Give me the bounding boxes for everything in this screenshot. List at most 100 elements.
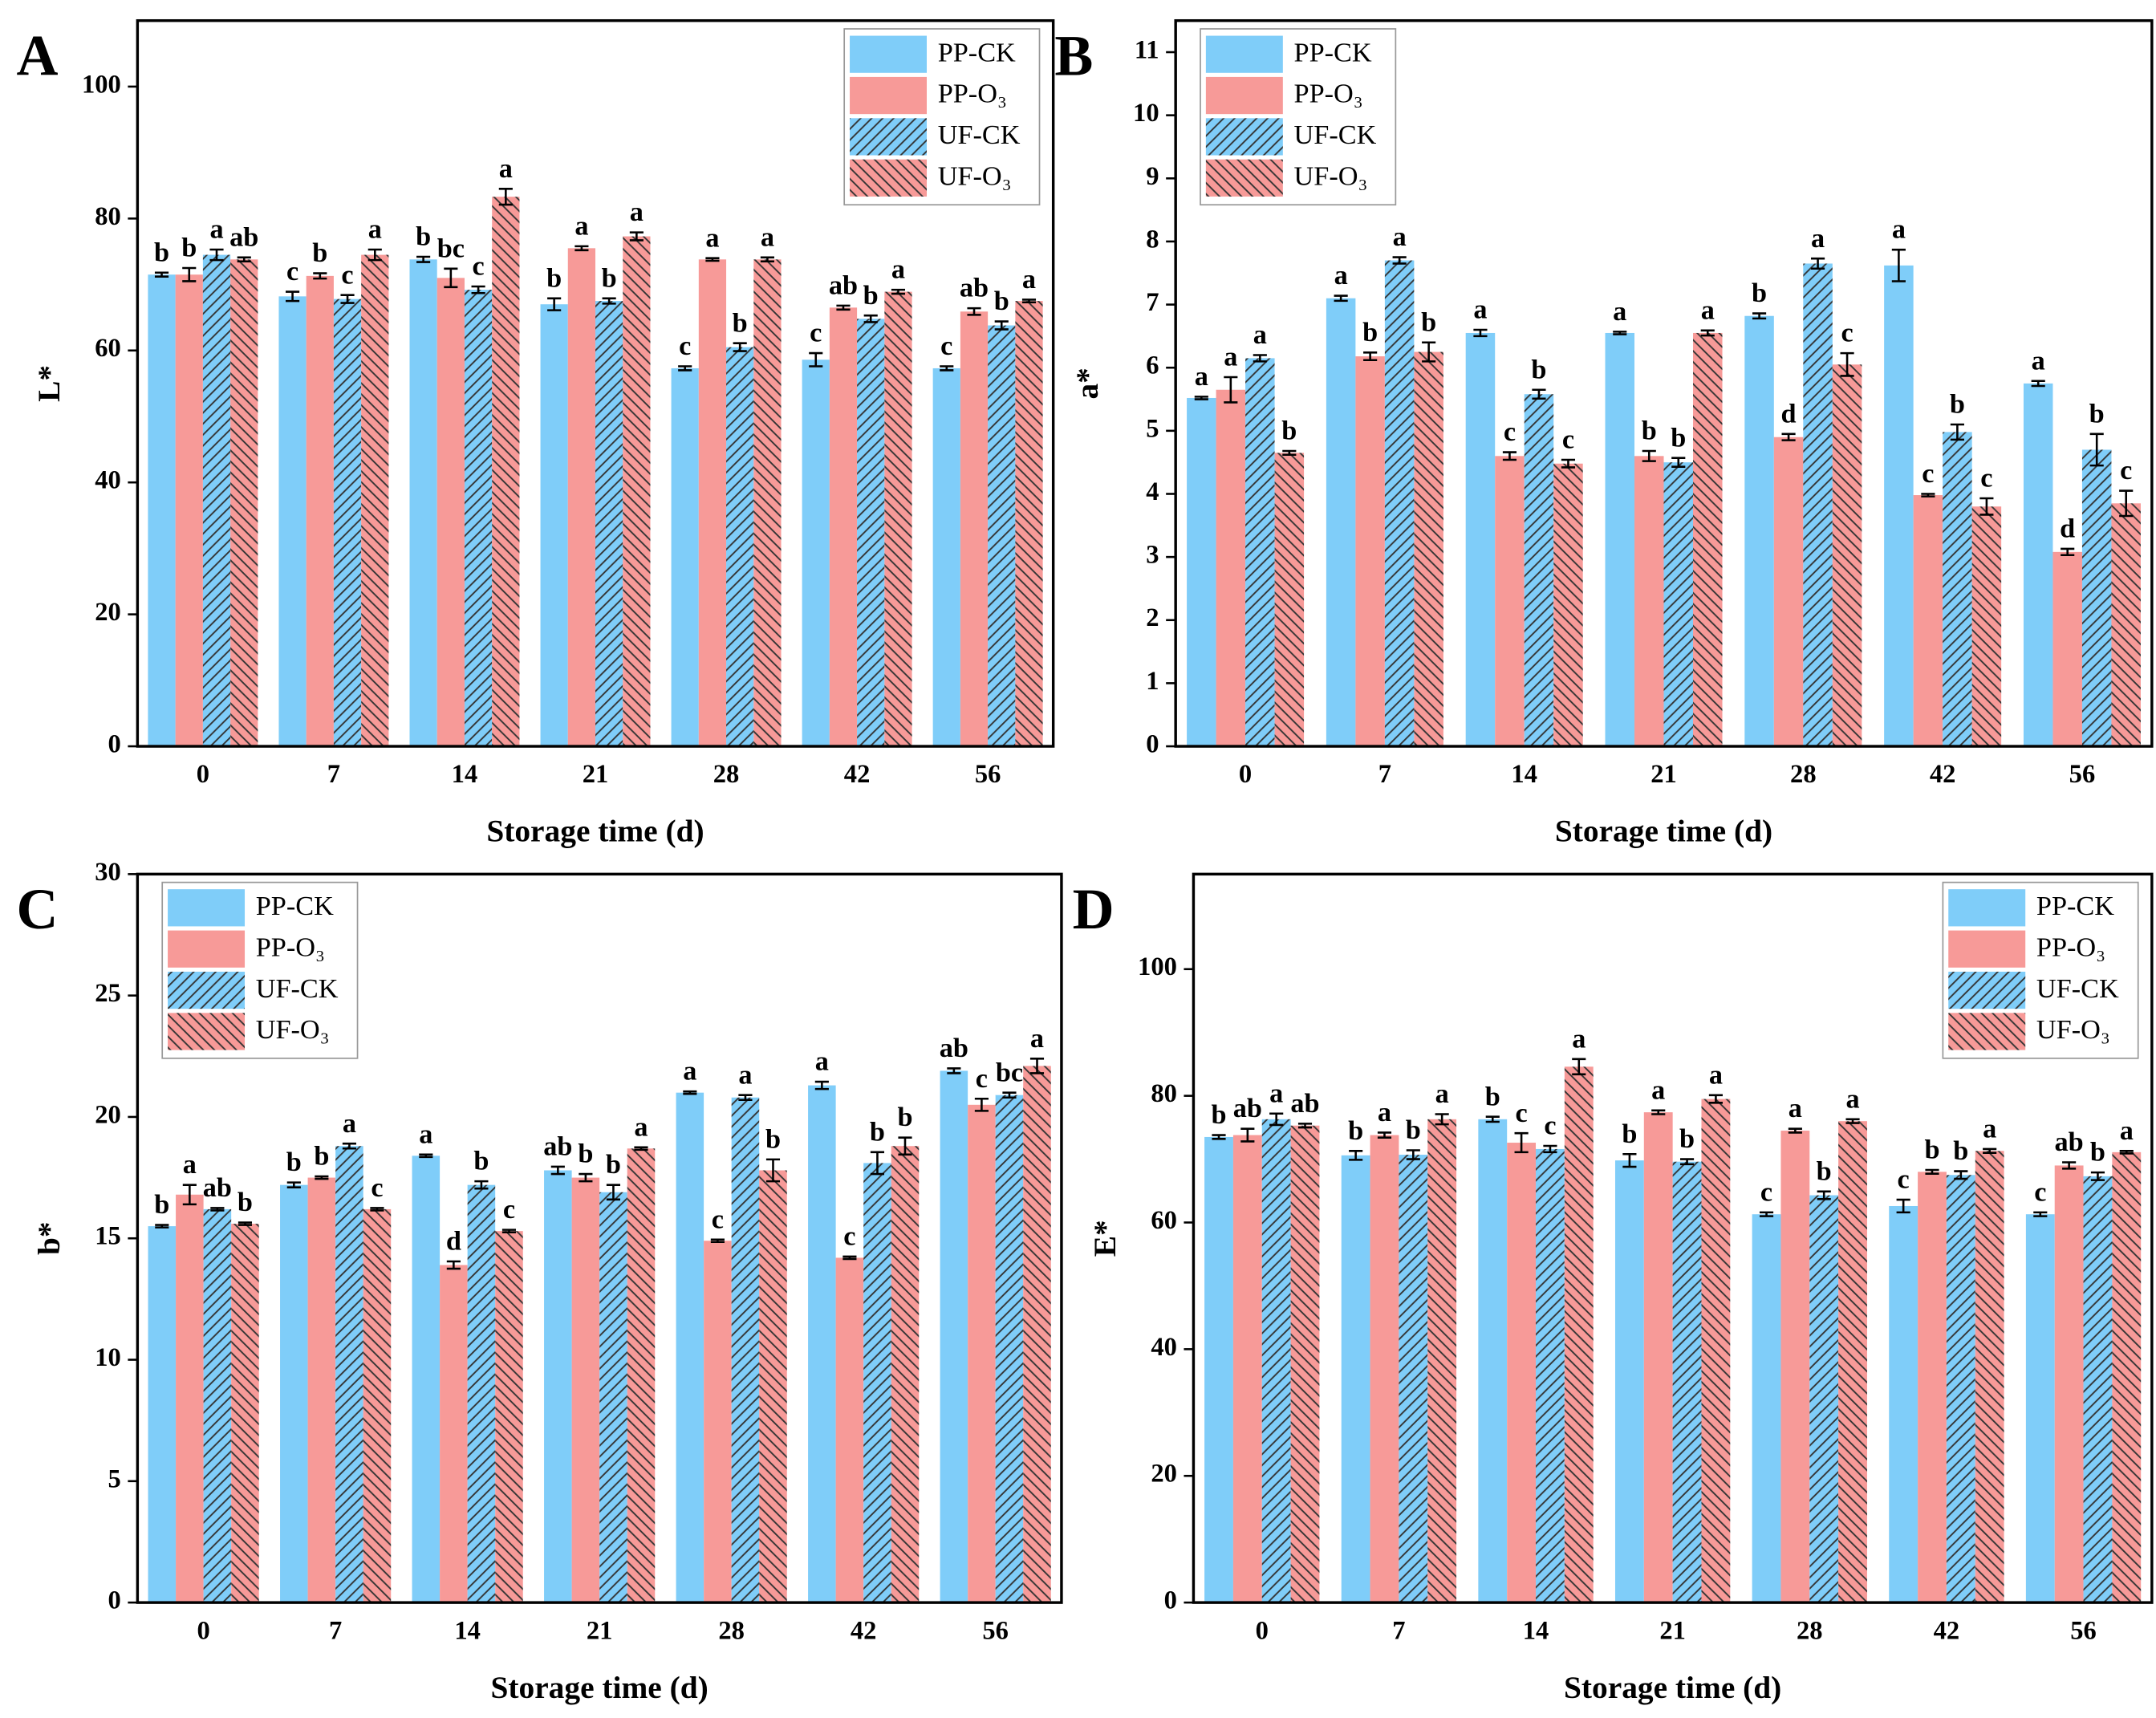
significance-label: ab (2055, 1127, 2084, 1157)
error-bar (1622, 1152, 1637, 1168)
legend-label: UF-CK (2036, 973, 2119, 1004)
significance-label: a (368, 214, 382, 245)
significance-label: a (1983, 1114, 1996, 1144)
bar (857, 319, 885, 747)
y-tick-label: 0 (108, 1586, 121, 1615)
y-tick-label: 20 (95, 598, 121, 627)
error-bar (1817, 1190, 1831, 1200)
error-bar (286, 1181, 301, 1188)
error-bar (313, 272, 327, 280)
significance-label: a (683, 1056, 696, 1086)
significance-label: a (1613, 296, 1626, 327)
bar (412, 1155, 441, 1603)
significance-label: a (1845, 1083, 1859, 1114)
error-bar (2090, 1171, 2105, 1181)
bar (1809, 1195, 1839, 1603)
x-tick-label: 14 (452, 760, 478, 789)
error-bar (342, 1142, 356, 1150)
error-bar (1543, 1144, 1557, 1154)
x-tick-label: 56 (2069, 760, 2096, 789)
y-tick-label: 1 (1146, 667, 1159, 696)
error-bar (1954, 1170, 1968, 1180)
significance-label: a (499, 153, 513, 184)
x-tick-label: 7 (327, 760, 340, 789)
error-bar (602, 297, 616, 305)
legend-label: PP-O₃ (2036, 932, 2105, 962)
legend-swatch (168, 971, 246, 1009)
significance-label: b (286, 1147, 302, 1177)
error-bar (1212, 1134, 1226, 1140)
panel-label: C (17, 877, 59, 941)
error-bar (1194, 396, 1208, 400)
bar (1355, 356, 1385, 747)
error-bar (1708, 1094, 1723, 1104)
x-tick-label: 14 (454, 1616, 481, 1645)
legend-label: UF-CK (256, 973, 339, 1004)
error-bar (1514, 1131, 1529, 1154)
significance-label: b (1406, 1115, 1421, 1145)
error-bar (1561, 458, 1576, 469)
error-bar (2062, 1161, 2077, 1170)
legend-swatch (168, 930, 246, 968)
panel-label: B (1054, 24, 1093, 88)
error-bar (765, 1158, 781, 1183)
x-axis-title: Storage time (d) (1564, 1670, 1781, 1705)
bar (968, 1104, 996, 1603)
y-tick-label: 20 (95, 1100, 121, 1129)
significance-label: a (815, 1046, 829, 1077)
y-axis-title: L* (31, 365, 67, 402)
error-bar (1788, 1127, 1802, 1134)
bar (2025, 1214, 2055, 1603)
error-bar (1979, 497, 1994, 516)
x-tick-label: 0 (1239, 760, 1252, 789)
x-tick-label: 42 (844, 760, 871, 789)
significance-label: c (2120, 455, 2132, 485)
bar (1884, 265, 1914, 747)
significance-label: a (575, 210, 588, 241)
significance-label: b (1924, 1135, 1939, 1165)
significance-label: ab (1233, 1093, 1262, 1123)
bar (1889, 1205, 1918, 1603)
bar (940, 1070, 968, 1603)
error-bar (1532, 388, 1546, 400)
significance-label: a (1789, 1093, 1802, 1123)
bar (1245, 358, 1275, 747)
y-tick-label: 80 (95, 202, 121, 231)
legend-label: PP-CK (256, 891, 334, 921)
y-tick-label: 7 (1146, 288, 1159, 317)
bar (335, 1146, 363, 1603)
significance-label: b (863, 280, 879, 311)
bar (280, 1184, 308, 1603)
error-bar (629, 231, 644, 242)
bar (1773, 437, 1804, 747)
bar (492, 197, 520, 747)
significance-label: a (634, 1111, 648, 1142)
x-tick-label: 0 (1256, 1616, 1269, 1645)
legend-label: PP-CK (938, 37, 1016, 67)
y-tick-label: 11 (1135, 35, 1159, 64)
error-bar (498, 188, 513, 206)
significance-label: c (1898, 1164, 1910, 1195)
legend-label: PP-CK (2036, 891, 2114, 921)
x-tick-label: 56 (975, 760, 1001, 789)
legend-swatch (1205, 76, 1283, 115)
y-tick-label: 8 (1146, 225, 1159, 254)
bar (1290, 1125, 1320, 1603)
significance-label: b (897, 1102, 912, 1132)
error-bar (419, 1153, 433, 1159)
significance-label: b (1671, 422, 1686, 453)
significance-label: bc (996, 1057, 1023, 1087)
significance-label: ab (960, 273, 989, 303)
significance-label: d (2060, 514, 2075, 544)
x-tick-label: 42 (1930, 760, 1956, 789)
error-bar (974, 1097, 989, 1112)
error-bar (1651, 1109, 1666, 1115)
legend-swatch (1948, 971, 2026, 1009)
error-bar (367, 248, 382, 262)
error-bar (155, 1224, 169, 1229)
bar (467, 1184, 496, 1603)
x-tick-label: 21 (1650, 760, 1677, 789)
error-bar (1392, 256, 1407, 265)
error-bar (1224, 376, 1238, 404)
